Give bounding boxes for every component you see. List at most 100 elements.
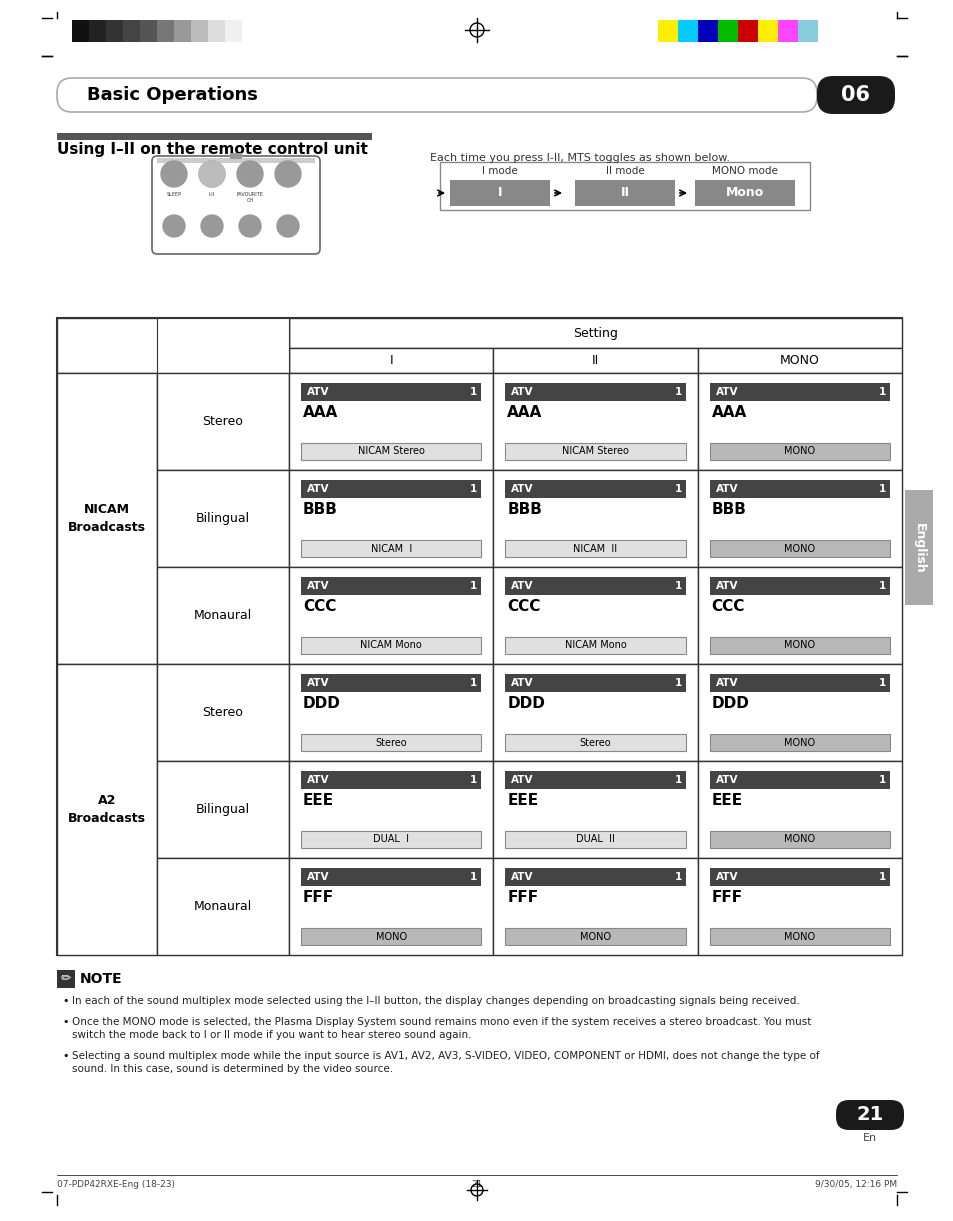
Bar: [709, 928, 889, 945]
Text: ATV: ATV: [511, 484, 534, 495]
Text: DDD: DDD: [711, 696, 749, 711]
Bar: [505, 674, 685, 692]
Circle shape: [161, 161, 187, 187]
Text: Stereo: Stereo: [202, 415, 243, 429]
Text: I-II: I-II: [209, 192, 214, 197]
Text: A2
Broadcasts: A2 Broadcasts: [68, 794, 146, 825]
Bar: [709, 674, 889, 692]
Text: DUAL  II: DUAL II: [576, 834, 615, 845]
Text: 1: 1: [674, 581, 681, 591]
Bar: [301, 443, 481, 460]
Bar: [709, 383, 889, 400]
Text: AAA: AAA: [507, 405, 542, 420]
FancyBboxPatch shape: [835, 1100, 903, 1129]
Bar: [493, 664, 697, 761]
Text: ATV: ATV: [715, 872, 738, 882]
Text: ATV: ATV: [715, 484, 738, 495]
Text: ATV: ATV: [307, 581, 329, 591]
Bar: [123, 20, 140, 42]
Text: 1: 1: [878, 387, 885, 397]
Bar: [678, 20, 698, 42]
Bar: [57, 969, 75, 988]
Text: NICAM Mono: NICAM Mono: [360, 641, 421, 651]
Text: NICAM Stereo: NICAM Stereo: [561, 447, 628, 457]
Text: •: •: [62, 1017, 69, 1027]
Bar: [718, 20, 738, 42]
Bar: [225, 20, 242, 42]
Bar: [301, 674, 481, 692]
Bar: [106, 20, 123, 42]
Text: 1: 1: [470, 678, 476, 687]
Text: MONO: MONO: [375, 932, 406, 941]
Bar: [89, 20, 106, 42]
Text: ATV: ATV: [307, 872, 329, 882]
Bar: [493, 470, 697, 567]
Bar: [301, 734, 481, 751]
Bar: [493, 348, 697, 372]
Bar: [709, 832, 889, 849]
Text: 1: 1: [674, 387, 681, 397]
Bar: [230, 153, 242, 159]
Text: FFF: FFF: [303, 890, 334, 905]
Text: II: II: [619, 187, 629, 199]
Text: ATV: ATV: [511, 678, 534, 687]
Bar: [709, 770, 889, 789]
Bar: [709, 637, 889, 654]
Bar: [493, 761, 697, 858]
Text: Basic Operations: Basic Operations: [87, 85, 257, 104]
Bar: [439, 162, 809, 210]
Bar: [505, 480, 685, 498]
Bar: [493, 858, 697, 955]
Bar: [301, 383, 481, 400]
Bar: [709, 868, 889, 886]
Text: ATV: ATV: [715, 775, 738, 785]
Text: NICAM  I: NICAM I: [370, 543, 412, 553]
Text: MONO: MONO: [783, 641, 815, 651]
Text: MONO: MONO: [783, 737, 815, 747]
Text: I: I: [389, 354, 393, 368]
Text: BBB: BBB: [303, 502, 337, 516]
Bar: [289, 567, 493, 664]
Text: AAA: AAA: [711, 405, 746, 420]
Text: NICAM Mono: NICAM Mono: [564, 641, 626, 651]
Text: NOTE: NOTE: [80, 972, 123, 987]
Text: 1: 1: [878, 872, 885, 882]
Bar: [208, 20, 225, 42]
Circle shape: [276, 215, 298, 237]
Text: BBB: BBB: [711, 502, 746, 516]
Text: CCC: CCC: [711, 600, 744, 614]
Bar: [301, 832, 481, 849]
Text: NICAM  II: NICAM II: [573, 543, 617, 553]
Bar: [157, 858, 289, 955]
Bar: [697, 664, 901, 761]
Text: I mode: I mode: [481, 166, 517, 176]
Text: I: I: [497, 187, 501, 199]
Text: DUAL  I: DUAL I: [373, 834, 409, 845]
Text: •: •: [62, 1051, 69, 1061]
Text: II: II: [591, 354, 598, 368]
Text: II mode: II mode: [605, 166, 643, 176]
Text: 1: 1: [470, 387, 476, 397]
Bar: [778, 20, 797, 42]
Circle shape: [201, 215, 223, 237]
FancyBboxPatch shape: [57, 78, 816, 112]
Text: ATV: ATV: [307, 678, 329, 687]
Bar: [505, 443, 685, 460]
Text: 1: 1: [878, 581, 885, 591]
Bar: [173, 20, 191, 42]
Text: 1: 1: [470, 872, 476, 882]
Bar: [301, 578, 481, 595]
Text: 21: 21: [471, 1179, 482, 1189]
Text: 1: 1: [674, 484, 681, 495]
Text: AAA: AAA: [303, 405, 338, 420]
Text: ATV: ATV: [511, 581, 534, 591]
Text: SLEEP: SLEEP: [167, 192, 181, 197]
Bar: [289, 348, 493, 372]
Text: 1: 1: [674, 678, 681, 687]
Text: 1: 1: [470, 484, 476, 495]
Bar: [57, 372, 157, 664]
Bar: [697, 470, 901, 567]
Bar: [697, 372, 901, 470]
Text: Each time you press I-II, MTS toggles as shown below.: Each time you press I-II, MTS toggles as…: [430, 153, 729, 162]
Bar: [289, 858, 493, 955]
